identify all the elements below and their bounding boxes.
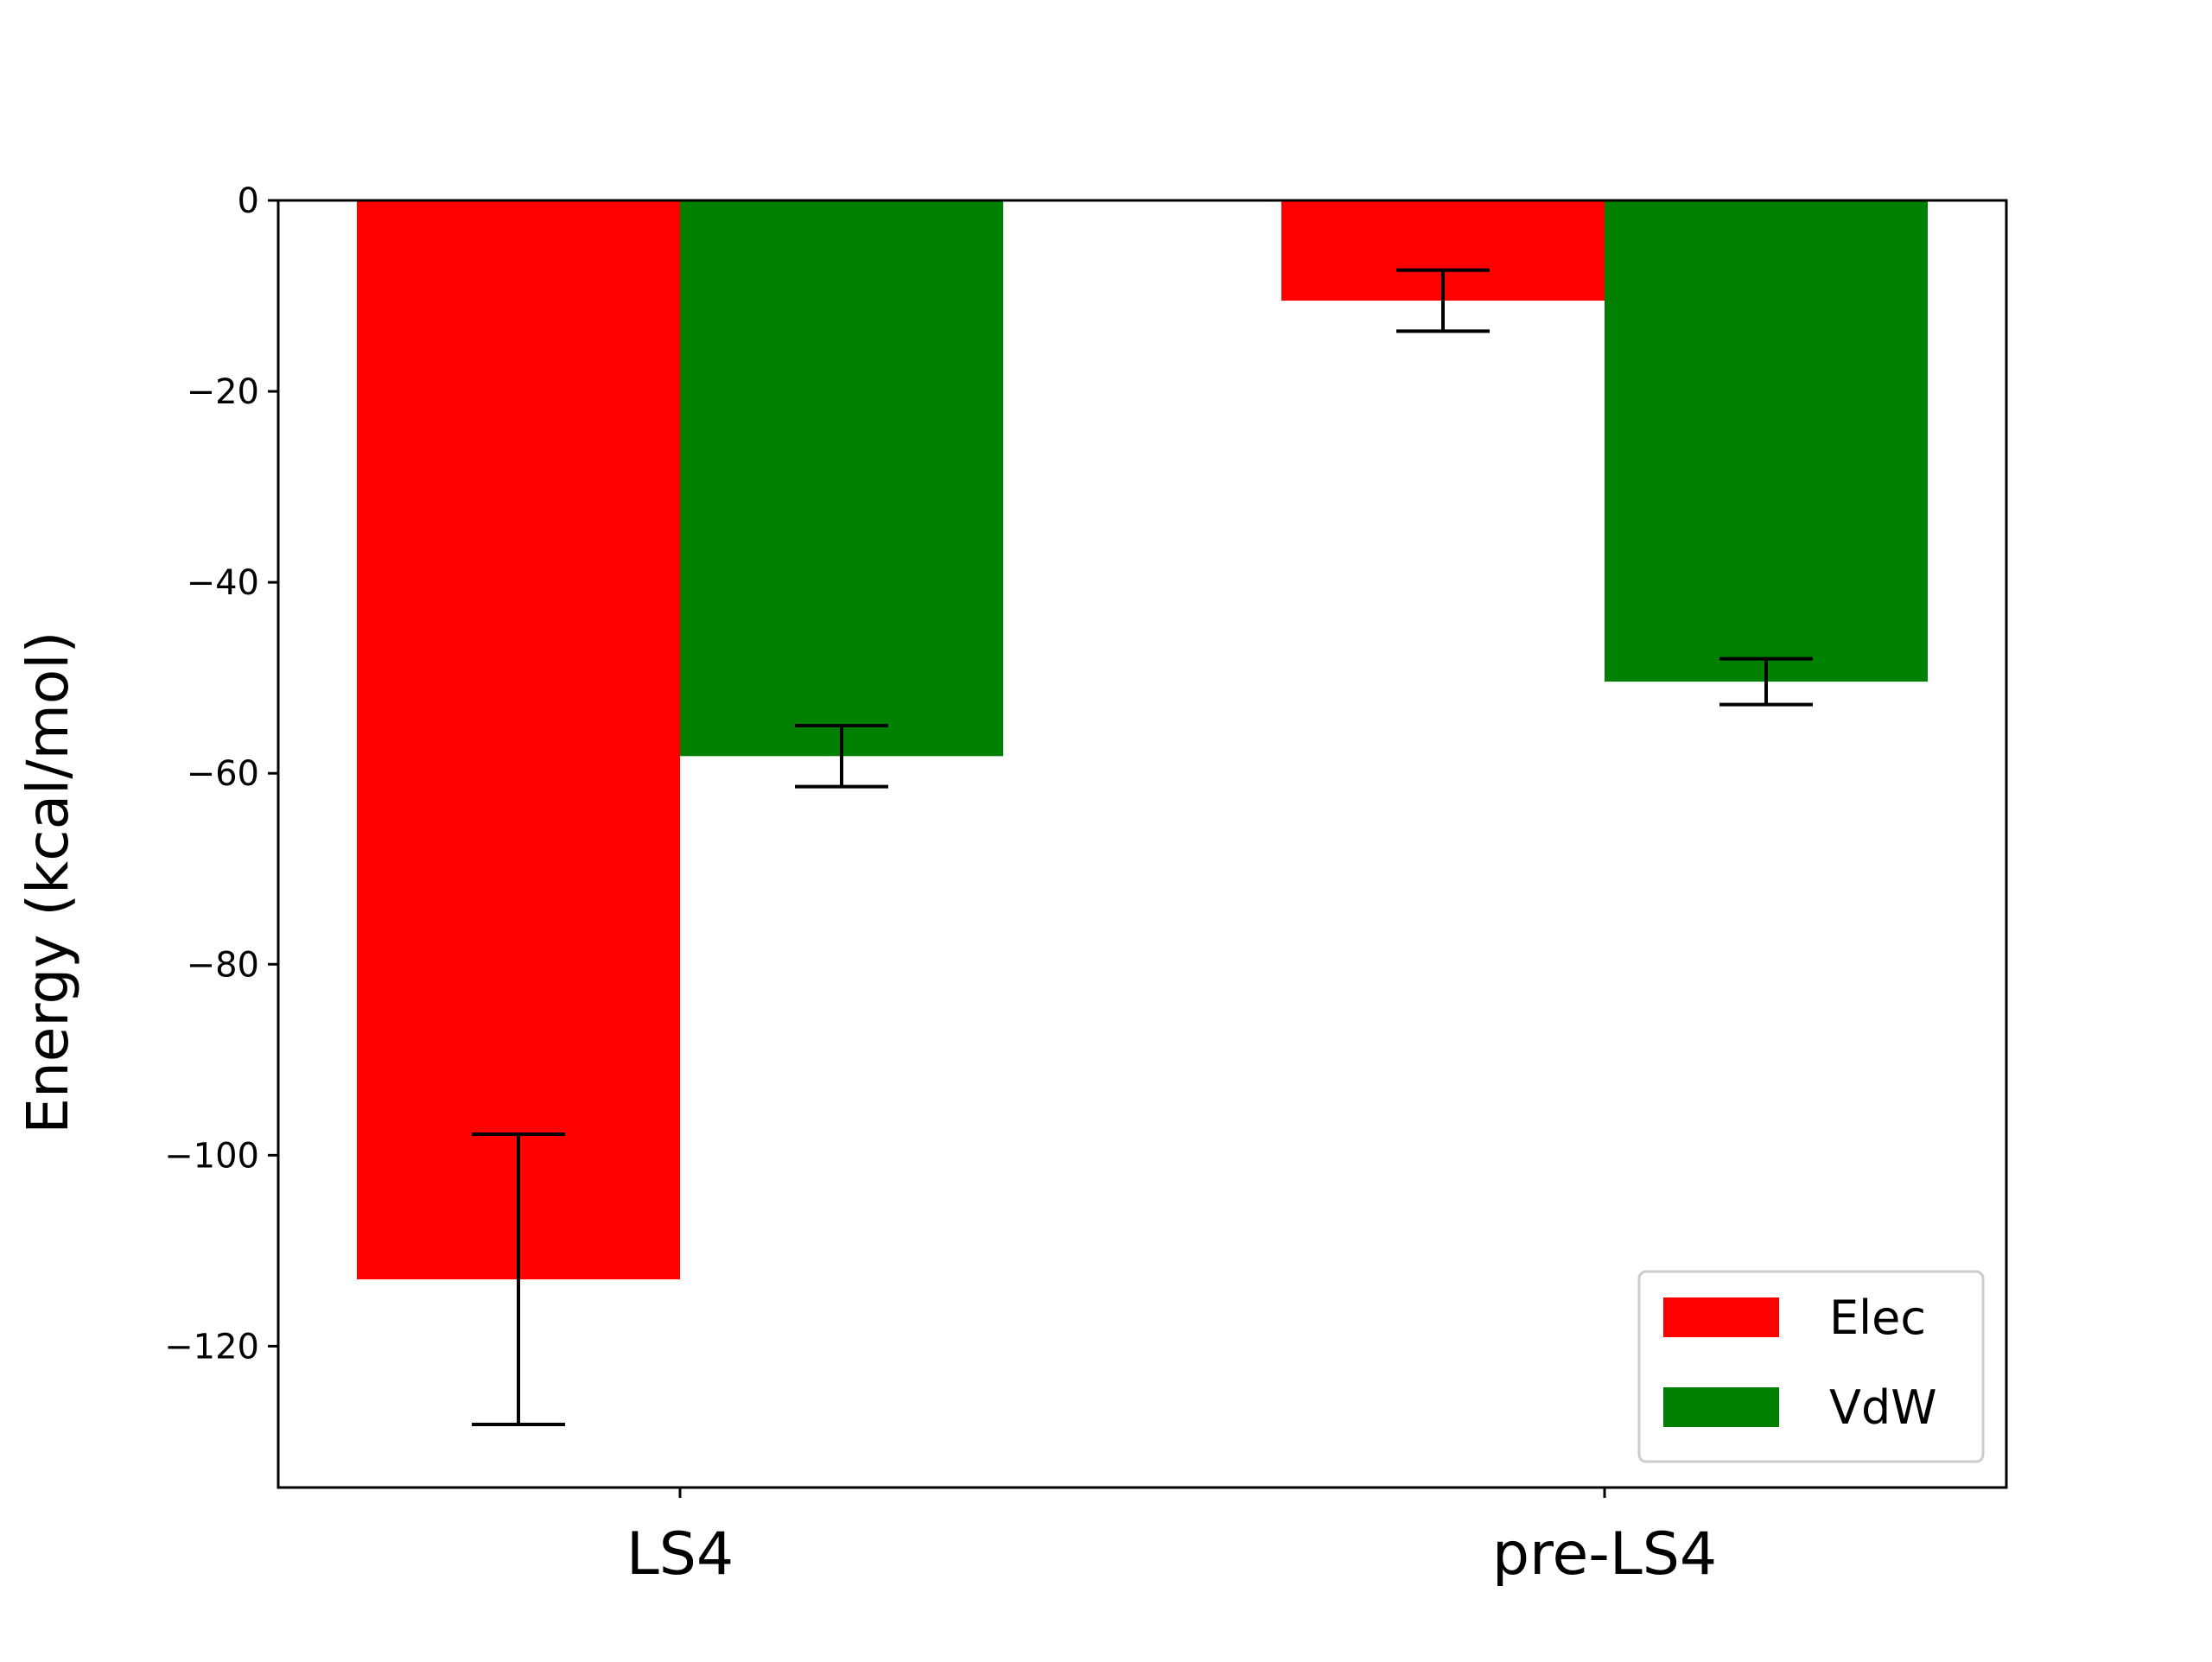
x-tick-label: LS4 [626, 1520, 734, 1589]
y-axis: 0 −20 −40 −60 −80 −100 −120 [164, 181, 278, 1367]
y-axis-label: Energy (kcal/mol) [15, 631, 81, 1134]
y-tick-label: −40 [187, 563, 259, 603]
y-tick-label: −120 [164, 1327, 259, 1367]
x-tick-label: pre-LS4 [1492, 1520, 1717, 1589]
y-tick-label: −20 [187, 372, 259, 412]
error-bar-vdw-ls4 [795, 723, 888, 789]
error-bar-elec-ls4 [472, 1132, 565, 1427]
legend: Elec VdW [1637, 1270, 1985, 1463]
bar-elec-ls4 [357, 200, 680, 1280]
x-axis: LS4 pre-LS4 [626, 1488, 1717, 1589]
legend-swatch-elec [1663, 1297, 1779, 1337]
y-tick-label: 0 [238, 181, 259, 221]
y-tick-label: −100 [164, 1136, 259, 1176]
y-tick-label: −60 [187, 754, 259, 794]
bar-vdw-pre-ls4 [1605, 200, 1928, 682]
error-bar-vdw-pre-ls4 [1719, 657, 1813, 707]
legend-label-elec: Elec [1829, 1291, 1926, 1345]
error-bar-elec-pre-ls4 [1396, 268, 1490, 333]
legend-swatch-vdw [1663, 1387, 1779, 1427]
error-bars-layer [472, 268, 1813, 1427]
legend-label-vdw: VdW [1829, 1380, 1937, 1435]
plot-frame [276, 199, 2008, 1489]
bar-vdw-ls4 [680, 200, 1003, 757]
y-tick-label: −80 [187, 945, 259, 985]
bars-layer [357, 200, 1928, 1280]
